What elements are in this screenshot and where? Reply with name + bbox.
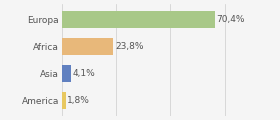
Text: 4,1%: 4,1% (72, 69, 95, 78)
Bar (62, 38, 113, 55)
Text: 1,8%: 1,8% (67, 96, 90, 105)
Bar (62, 92, 66, 109)
Bar (62, 65, 71, 82)
Text: 23,8%: 23,8% (115, 42, 144, 51)
Bar (62, 11, 215, 28)
Text: 70,4%: 70,4% (216, 15, 245, 24)
